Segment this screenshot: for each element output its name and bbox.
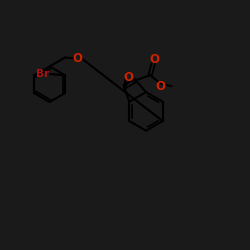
- Text: Br: Br: [36, 69, 49, 79]
- Text: O: O: [149, 53, 159, 66]
- Text: O: O: [124, 71, 134, 84]
- Text: O: O: [73, 52, 83, 65]
- Text: O: O: [155, 80, 165, 93]
